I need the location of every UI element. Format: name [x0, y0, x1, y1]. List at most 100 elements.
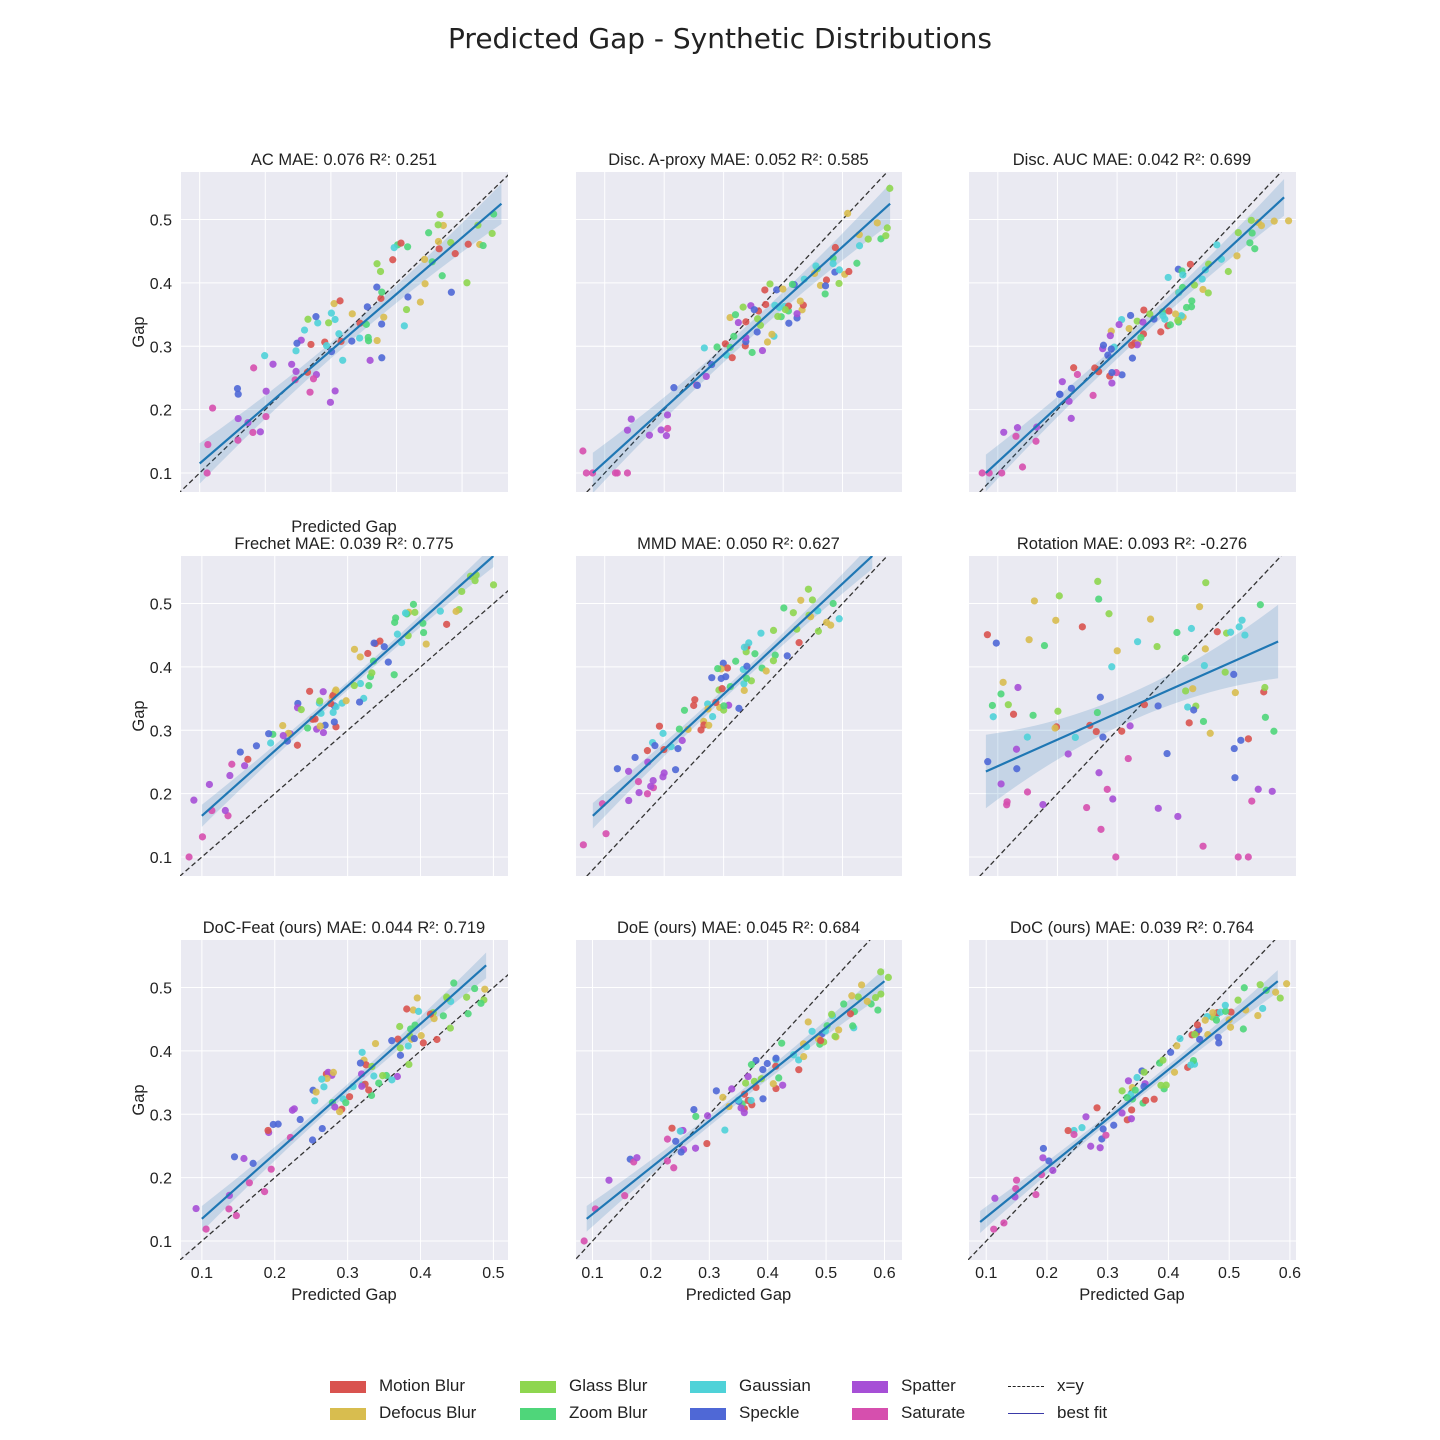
subplot-6: Rotation MAE: 0.093 R²: -0.276: [968, 535, 1296, 876]
data-point: [410, 1034, 418, 1043]
data-point: [780, 604, 788, 612]
data-point: [1128, 1106, 1136, 1114]
best-fit-line: [979, 980, 1279, 1223]
data-point: [814, 627, 822, 635]
y-tick-label: 0.3: [150, 1107, 172, 1124]
data-point: [1000, 428, 1008, 436]
x-tick-label: 0.2: [640, 1265, 662, 1282]
data-point: [1235, 623, 1243, 631]
data-point: [438, 272, 446, 280]
data-point: [797, 596, 805, 604]
data-point: [463, 279, 471, 287]
data-point: [378, 288, 386, 296]
data-point: [1113, 647, 1121, 655]
data-point: [464, 1010, 472, 1018]
data-point: [1125, 324, 1133, 333]
data-point: [1159, 312, 1167, 320]
data-point: [1052, 616, 1060, 624]
data-point: [1093, 708, 1101, 717]
data-point: [625, 796, 633, 805]
data-point: [717, 674, 725, 683]
data-point: [1089, 391, 1097, 400]
data-point: [1124, 754, 1132, 763]
data-point: [1095, 769, 1103, 777]
data-point: [783, 652, 791, 660]
data-point: [728, 354, 736, 362]
data-point: [1166, 321, 1175, 329]
subplot-title: DoE (ours) MAE: 0.045 R²: 0.684: [617, 919, 860, 937]
data-point: [778, 1039, 786, 1047]
data-point: [1009, 710, 1018, 718]
data-point: [812, 262, 820, 270]
data-point: [1193, 1021, 1202, 1029]
data-point: [753, 328, 761, 336]
data-point: [1140, 306, 1148, 314]
subplot-title: Rotation MAE: 0.093 R²: -0.276: [1017, 535, 1247, 553]
data-point: [390, 243, 398, 252]
data-point: [690, 701, 698, 710]
x-axis-label: Predicted Gap: [686, 1286, 791, 1304]
data-point: [309, 375, 318, 383]
data-point: [1181, 654, 1189, 662]
data-point: [1214, 1033, 1222, 1041]
data-point: [1118, 727, 1126, 735]
legend-label: best fit: [1057, 1403, 1108, 1422]
data-point: [1163, 749, 1171, 758]
data-point: [377, 294, 385, 302]
data-point: [663, 1135, 672, 1143]
data-point: [1150, 1095, 1158, 1103]
data-point: [234, 414, 242, 423]
data-point: [700, 344, 708, 352]
data-point: [1268, 787, 1276, 795]
subplot-5: MMD MAE: 0.050 R²: 0.627: [575, 535, 902, 876]
data-point: [1107, 345, 1115, 353]
data-point: [322, 342, 331, 350]
data-point: [279, 732, 287, 740]
data-point: [766, 280, 774, 288]
data-point: [762, 300, 770, 309]
data-point: [857, 981, 866, 989]
data-point: [1244, 853, 1252, 861]
data-point: [1179, 271, 1187, 279]
legend-label: x=y: [1057, 1376, 1084, 1395]
data-point: [1030, 597, 1039, 605]
x-tick-label: 0.3: [698, 1265, 720, 1282]
subplot-title: AC MAE: 0.076 R²: 0.251: [251, 151, 437, 169]
data-point: [1186, 260, 1194, 268]
data-point: [331, 1103, 339, 1111]
data-point: [225, 1205, 233, 1213]
data-point: [690, 1105, 698, 1114]
data-point: [1000, 1219, 1008, 1227]
data-point: [999, 678, 1007, 686]
data-point: [1153, 642, 1161, 651]
data-point: [740, 643, 748, 651]
data-point: [1261, 713, 1270, 721]
data-point: [634, 778, 643, 786]
data-point: [190, 796, 198, 804]
data-point: [232, 1212, 240, 1220]
data-point: [649, 776, 657, 785]
data-point: [1176, 1034, 1184, 1043]
data-point: [769, 626, 778, 635]
x-tick-label: 0.4: [757, 1265, 779, 1282]
legend-label: Zoom Blur: [569, 1403, 648, 1422]
data-point: [785, 319, 793, 327]
data-point: [1173, 1042, 1181, 1050]
subplot-method-name: Frechet: [234, 535, 290, 553]
data-point: [712, 1087, 720, 1095]
data-point: [845, 267, 853, 276]
data-point: [327, 309, 335, 317]
data-point: [363, 303, 371, 311]
data-point: [627, 415, 635, 423]
x-axis-label: Predicted Gap: [291, 1286, 396, 1304]
data-point: [436, 210, 444, 219]
data-point: [1099, 341, 1108, 349]
data-point: [458, 587, 466, 596]
data-point: [245, 1179, 253, 1187]
data-point: [748, 348, 756, 357]
data-point: [1234, 996, 1242, 1004]
legend-label: Spatter: [901, 1376, 956, 1395]
data-point: [663, 411, 672, 419]
y-axis-label: Gap: [130, 1084, 148, 1115]
data-point: [1099, 733, 1107, 741]
